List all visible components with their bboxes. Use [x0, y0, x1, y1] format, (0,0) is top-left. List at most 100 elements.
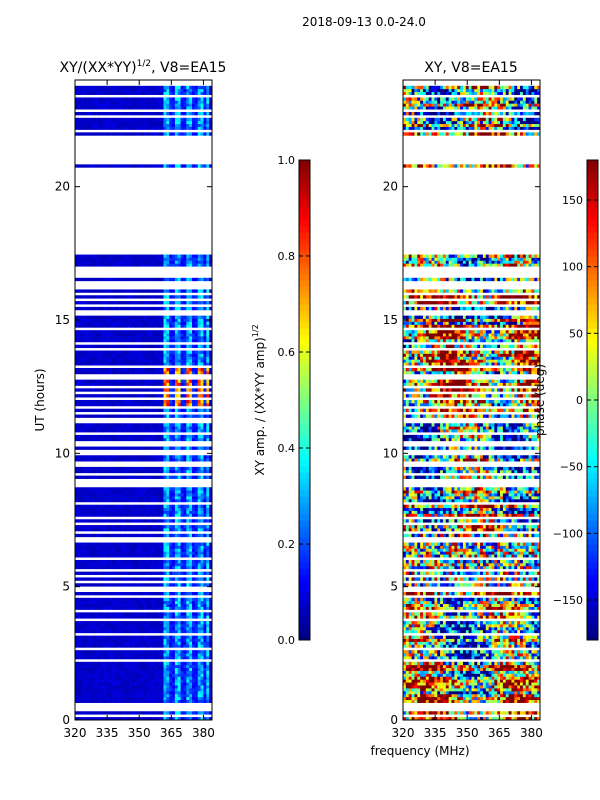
heatmap-cell [166, 344, 170, 349]
heatmap-cell [172, 330, 176, 334]
heatmap-cell [174, 711, 179, 715]
heatmap-cell [157, 653, 162, 657]
heatmap-cell [177, 362, 181, 366]
heatmap-cell [197, 635, 201, 639]
heatmap-cell [186, 592, 190, 596]
heatmap-cell [152, 685, 156, 689]
heatmap-cell [143, 504, 147, 509]
heatmap-cell [134, 507, 139, 511]
heatmap-cell [117, 682, 122, 686]
heatmap-cell [197, 277, 201, 282]
heatmap-cell [192, 571, 196, 575]
heatmap-cell [86, 612, 90, 616]
heatmap-cell [83, 629, 87, 634]
heatmap-cell [192, 676, 196, 680]
heatmap-cell [149, 612, 153, 616]
heatmap-cell [197, 583, 201, 587]
heatmap-cell [180, 426, 184, 430]
heatmap-cell [189, 426, 193, 430]
heatmap-cell [126, 260, 130, 264]
heatmap-cell [112, 612, 116, 616]
heatmap-cell [120, 490, 124, 494]
heatmap-cell [97, 402, 102, 407]
heatmap-cell [172, 362, 176, 366]
heatmap-cell [200, 475, 204, 479]
heatmap-cell [183, 353, 187, 357]
heatmap-cell [123, 510, 127, 514]
heatmap-cell [109, 571, 113, 575]
heatmap-cell [75, 295, 79, 299]
heatmap-cell [186, 560, 190, 564]
heatmap-cell [80, 370, 84, 375]
heatmap-cell [126, 164, 130, 168]
heatmap-cell [180, 577, 184, 581]
heatmap-cell [146, 487, 150, 491]
heatmap-cell [123, 635, 127, 639]
heatmap-cell [192, 414, 196, 418]
heatmap-cell [94, 458, 99, 462]
heatmap-cell [197, 254, 201, 258]
heatmap-cell [89, 388, 93, 392]
heatmap-cell [197, 621, 201, 625]
heatmap-cell [180, 682, 184, 686]
heatmap-cell [89, 359, 93, 363]
heatmap-cell [197, 597, 201, 602]
heatmap-cell [157, 344, 162, 349]
heatmap-cell [180, 446, 184, 450]
heatmap-cell [132, 321, 136, 325]
heatmap-cell [203, 333, 207, 337]
heatmap-cell [140, 336, 144, 340]
heatmap-cell [146, 650, 150, 654]
heatmap-cell [197, 321, 201, 325]
heatmap-cell [169, 661, 173, 666]
heatmap-cell [106, 656, 110, 660]
heatmap-cell [120, 507, 124, 511]
heatmap-cell [103, 359, 107, 363]
heatmap-cell [149, 638, 153, 642]
heatmap-cell [117, 394, 122, 398]
heatmap-cell [106, 583, 110, 587]
heatmap-cell [154, 510, 159, 514]
heatmap-cell [194, 641, 199, 645]
heatmap-cell [83, 688, 87, 692]
heatmap-cell [197, 673, 201, 677]
heatmap-cell [180, 318, 184, 322]
heatmap-cell [106, 717, 110, 720]
heatmap-cell [203, 455, 207, 459]
heatmap-cell [83, 507, 87, 511]
heatmap-cell [206, 356, 210, 360]
heatmap-cell [194, 379, 199, 383]
heatmap-cell [149, 333, 153, 337]
heatmap-cell [120, 664, 124, 669]
heatmap-cell [100, 336, 104, 340]
heatmap-cell [103, 626, 107, 631]
heatmap-cell [163, 711, 167, 715]
heatmap-cell [157, 324, 162, 328]
heatmap-cell [137, 606, 142, 610]
heatmap-cell [100, 379, 104, 383]
heatmap-cell [97, 362, 102, 366]
heatmap-cell [209, 577, 212, 581]
heatmap-cell [206, 565, 210, 570]
heatmap-cell [174, 679, 179, 683]
heatmap-cell [209, 688, 212, 692]
heatmap-cell [180, 690, 184, 695]
heatmap-cell [180, 330, 184, 334]
heatmap-cell [134, 592, 139, 596]
heatmap-cell [140, 370, 144, 375]
heatmap-cell [120, 519, 124, 523]
heatmap-cell [103, 571, 107, 575]
heatmap-cell [180, 615, 184, 619]
heatmap-cell [109, 673, 113, 677]
heatmap-cell [192, 394, 196, 398]
heatmap-cell [114, 562, 119, 567]
heatmap-cell [183, 370, 187, 375]
heatmap-cell [183, 656, 187, 660]
heatmap-cell [172, 606, 176, 610]
heatmap-cell [174, 466, 179, 471]
heatmap-cell [83, 429, 87, 433]
heatmap-cell [117, 362, 122, 366]
heatmap-cell [206, 696, 210, 701]
heatmap-cell [106, 624, 110, 628]
heatmap-cell [109, 624, 113, 628]
